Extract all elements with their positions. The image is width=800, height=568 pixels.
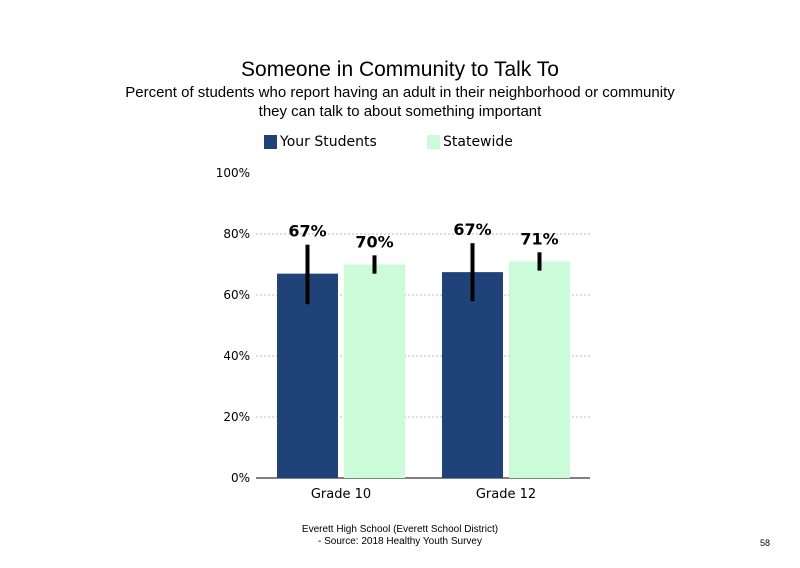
bar-statewide-1 (344, 264, 405, 478)
bar-statewide-2 (509, 261, 570, 478)
page-number: 58 (759, 538, 770, 548)
subtitle-line-1: Percent of students who report having an… (125, 84, 675, 101)
chart-title: Someone in Community to Talk To (241, 58, 559, 81)
legend-label-statewide: Statewide (443, 134, 513, 150)
data-label: 71% (520, 229, 558, 248)
legend-item-statewide: Statewide (427, 133, 513, 151)
bar-your-students-1 (277, 273, 338, 478)
y-tick-label: 40% (223, 349, 250, 363)
legend-item-your-students: Your Students (264, 133, 377, 151)
x-tick-label: Grade 12 (476, 487, 536, 502)
bar-chart: 0% 20% 40% 60% 80% 100% 67% 70% Grade 10 67% 71% Gr… (216, 166, 590, 502)
data-label: 70% (355, 232, 393, 251)
y-tick-label: 0% (231, 471, 250, 485)
y-tick-label: 60% (223, 288, 250, 302)
footer-source: - Source: 2018 Healthy Youth Survey (318, 536, 482, 547)
chart-subtitle: Percent of students who report having an… (0, 83, 800, 121)
legend-label-your-students: Your Students (280, 134, 377, 150)
x-tick-label: Grade 10 (311, 487, 371, 502)
legend-swatch-your-students (264, 135, 277, 149)
data-label: 67% (453, 220, 491, 239)
footer-school: Everett High School (Everett School Dist… (301, 524, 499, 535)
y-tick-label: 80% (223, 227, 250, 241)
legend-swatch-statewide (427, 135, 440, 149)
y-tick-label: 20% (223, 410, 250, 424)
y-tick-label: 100% (216, 166, 250, 180)
footer: Everett High School (Everett School Dist… (250, 524, 550, 548)
data-label: 67% (288, 222, 326, 241)
bar-your-students-2 (442, 272, 503, 478)
subtitle-line-2: they can talk to about something importa… (258, 103, 542, 120)
